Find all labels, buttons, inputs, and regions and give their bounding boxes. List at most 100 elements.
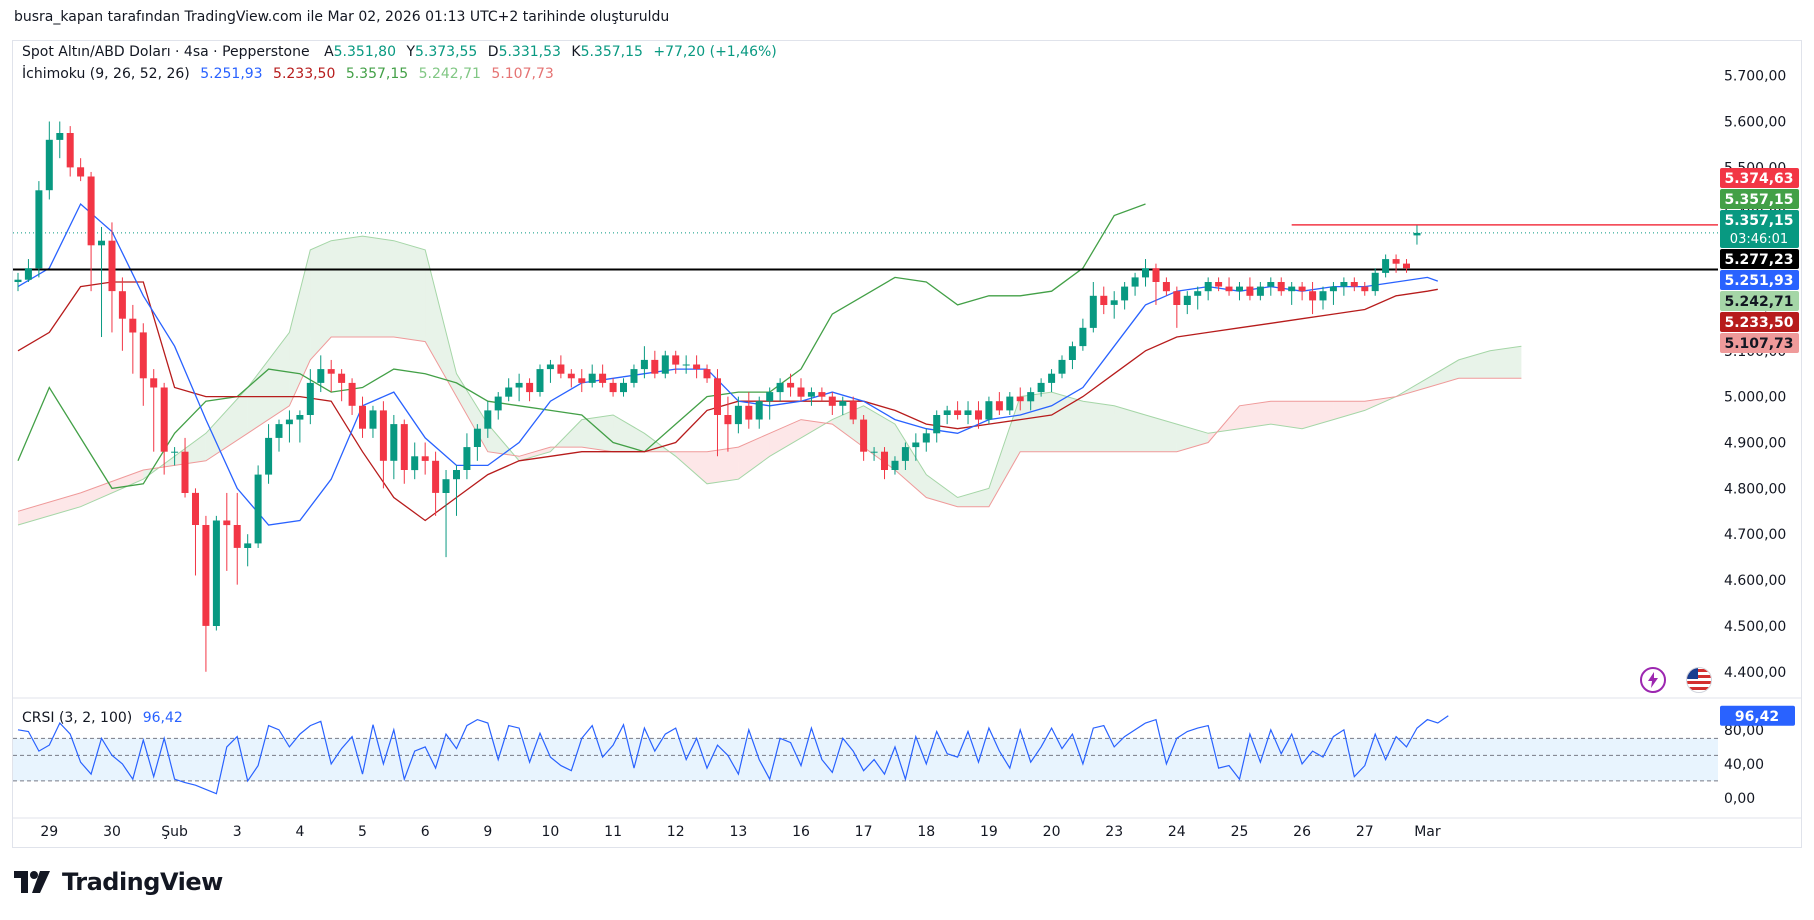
candle-body xyxy=(1016,396,1024,402)
candle-body xyxy=(870,451,878,453)
candle-body xyxy=(369,410,377,429)
price-tag-text: 5.233,50 xyxy=(1724,315,1793,331)
candle-body xyxy=(954,410,962,415)
candle-body xyxy=(338,373,346,383)
ohlc-open-label: A xyxy=(324,44,334,60)
time-tick-label: 23 xyxy=(1105,824,1123,840)
cloud-segment xyxy=(362,236,394,337)
candle-body xyxy=(1089,295,1097,328)
candle-body xyxy=(275,424,283,438)
time-tick-label: 25 xyxy=(1231,824,1249,840)
candle-body xyxy=(933,415,941,434)
cloud-segment xyxy=(613,415,645,452)
candle-body xyxy=(1079,327,1087,347)
candle-body xyxy=(1329,286,1337,292)
candle-body xyxy=(515,382,523,388)
cloud-segment xyxy=(425,249,457,397)
span-a-line xyxy=(17,235,1522,526)
price-tick-label: 4.900,00 xyxy=(1724,436,1786,452)
price-tick-label: 4.500,00 xyxy=(1724,619,1786,635)
price-tag-text: 5.374,63 xyxy=(1724,171,1793,187)
candle-body xyxy=(400,424,408,470)
time-tick-label: 24 xyxy=(1168,824,1186,840)
cloud-segment xyxy=(1082,401,1115,452)
time-tick-label: 11 xyxy=(604,824,622,840)
candle-body xyxy=(787,382,795,388)
us-flag-icon[interactable] xyxy=(1686,667,1712,693)
time-axis-layer: 29 30 Şub 3 4 5 6 9 10 11 12 13 16 17 18 19 20 23 24 25 26 27… xyxy=(40,824,1440,840)
candle-body xyxy=(1173,291,1181,305)
candle-body xyxy=(1048,373,1056,383)
candle-body xyxy=(901,447,909,461)
candle-body xyxy=(557,364,565,374)
candle-body xyxy=(1058,359,1066,374)
candle-body xyxy=(985,401,993,420)
candle-body xyxy=(1068,346,1076,360)
time-tick-label: 13 xyxy=(729,824,747,840)
candle-body xyxy=(473,428,481,447)
ohlc-close-label: K xyxy=(571,44,581,60)
candle-body xyxy=(202,525,210,626)
candle-body xyxy=(818,392,826,397)
candle-body xyxy=(724,415,732,425)
candle-body xyxy=(1403,263,1410,269)
change-value: +77,20 (+1,46%) xyxy=(653,44,777,60)
tradingview-logo[interactable]: TradingView xyxy=(14,868,223,896)
candle-body xyxy=(1361,286,1369,292)
candle-body xyxy=(390,424,398,461)
time-tick-label: 18 xyxy=(917,824,935,840)
candle-body xyxy=(807,392,815,397)
chikou-value: 5.357,15 xyxy=(345,66,409,82)
cloud-segment xyxy=(1239,401,1271,429)
price-tick-label: 5.700,00 xyxy=(1724,69,1786,85)
cloud-segment xyxy=(247,332,290,434)
candle-body xyxy=(714,378,721,415)
candle-body xyxy=(1204,282,1212,292)
brand-name: TradingView xyxy=(62,868,223,896)
crsi-value-tag-text: 96,42 xyxy=(1735,709,1779,725)
cloud-segment xyxy=(310,240,332,360)
candle-body xyxy=(536,369,544,392)
price-tag xyxy=(1720,312,1799,332)
candle-body xyxy=(1142,268,1149,278)
candle-body xyxy=(233,525,241,548)
cloud-segment xyxy=(1114,405,1146,452)
candle-body xyxy=(192,492,199,525)
time-tick-label: 20 xyxy=(1043,824,1061,840)
time-tick-label: 6 xyxy=(421,824,430,840)
cloud-segment xyxy=(581,415,614,452)
horizontal-lines-layer xyxy=(13,224,1718,271)
cloud-segment xyxy=(1145,415,1177,452)
grid-layer xyxy=(13,697,1801,819)
time-tick-label: 17 xyxy=(855,824,873,840)
price-tag-text: 5.357,15 xyxy=(1724,213,1793,229)
candle-body xyxy=(578,378,586,383)
symbol-legend: Spot Altın/ABD Doları · 4sa · Pepperston… xyxy=(22,44,783,60)
candle-body xyxy=(66,133,74,168)
candle-body xyxy=(912,442,920,448)
crsi-name[interactable]: CRSI (3, 2, 100) xyxy=(22,710,133,726)
candle-body xyxy=(1100,295,1108,305)
candle-body xyxy=(129,318,137,333)
candle-body xyxy=(35,190,43,269)
kijun-value: 5.233,50 xyxy=(273,66,336,82)
ohlc-low-value: 5.331,53 xyxy=(498,44,561,60)
ohlc-high-value: 5.373,55 xyxy=(415,44,478,60)
candle-body xyxy=(118,291,126,319)
ichimoku-name[interactable]: İchimoku (9, 26, 52, 26) xyxy=(22,66,190,82)
time-tick-label: 30 xyxy=(103,824,121,840)
crsi-tick-label: 0,00 xyxy=(1724,791,1755,807)
time-tick-label: 12 xyxy=(667,824,685,840)
ohlc-open-value: 5.351,80 xyxy=(333,44,396,60)
candle-body xyxy=(839,401,847,406)
candle-body xyxy=(1277,282,1285,292)
price-axis-layer: 5.700,005.600,005.500,005.400,005.300,00… xyxy=(1724,69,1786,681)
lightning-icon[interactable] xyxy=(1640,667,1666,693)
time-tick-label: 27 xyxy=(1356,824,1374,840)
candle-body xyxy=(296,415,304,420)
price-tag xyxy=(1720,291,1799,311)
symbol-name[interactable]: Spot Altın/ABD Doları · 4sa · Pepperston… xyxy=(22,44,310,60)
candle-body xyxy=(1183,295,1191,305)
price-tag-text: 5.251,93 xyxy=(1724,273,1793,289)
